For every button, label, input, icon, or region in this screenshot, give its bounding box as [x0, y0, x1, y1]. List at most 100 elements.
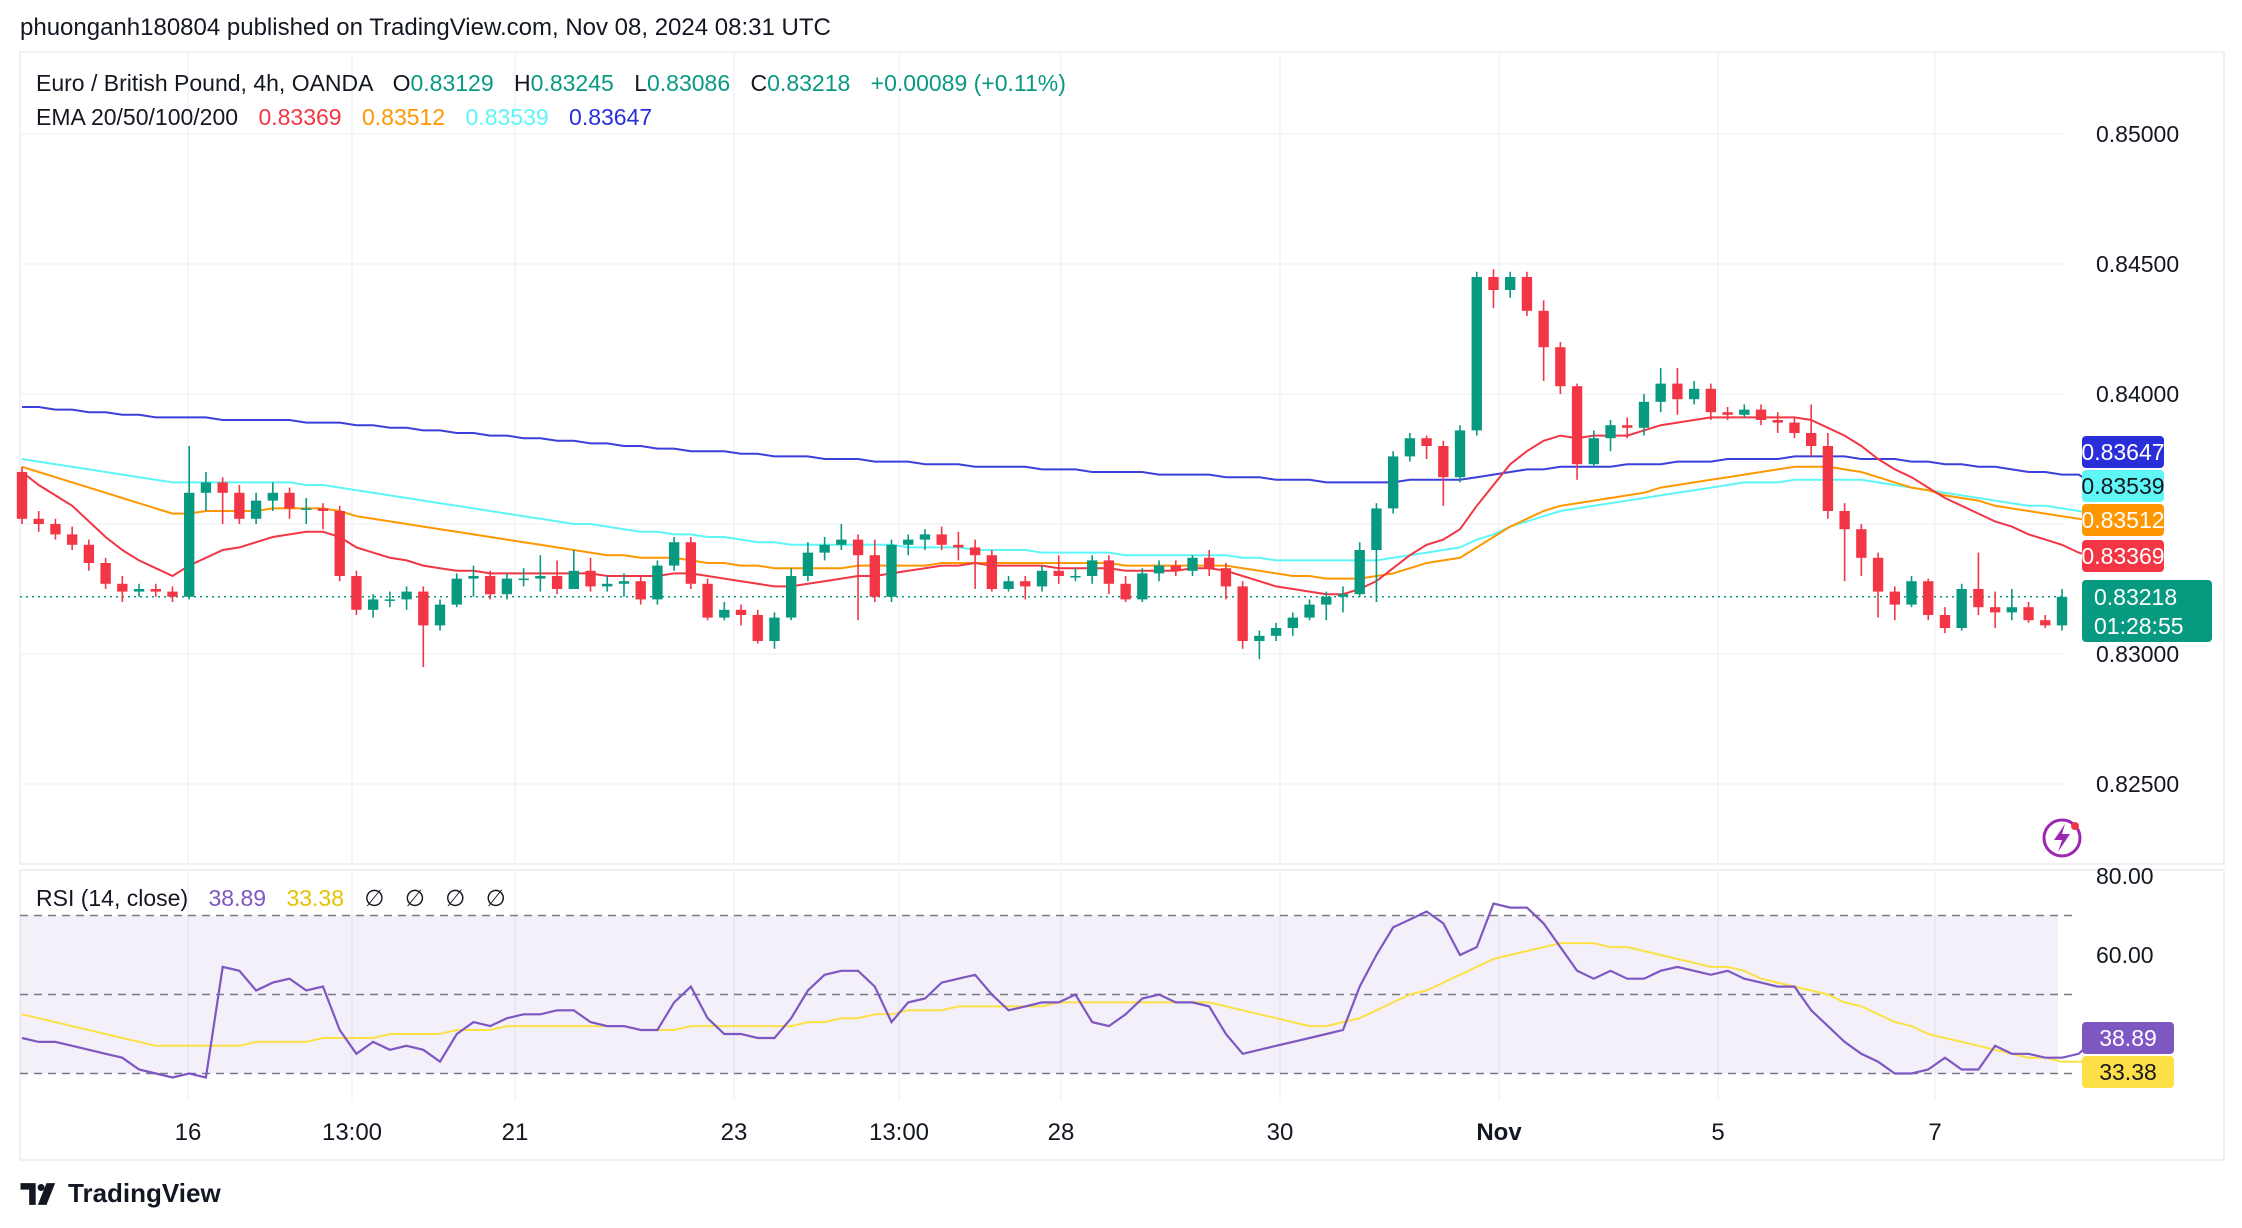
close-label: C: [750, 70, 768, 96]
candle-body: [1973, 589, 1984, 608]
candle-body: [953, 544, 964, 548]
candle-body: [1170, 565, 1181, 571]
close-value: 0.83218: [767, 70, 851, 96]
candle-body: [485, 576, 496, 595]
main-panel-frame: [19, 51, 2225, 865]
candle-body: [1739, 409, 1750, 415]
candle-body: [936, 534, 947, 545]
candle-body: [1137, 573, 1148, 600]
time-tick-label: 13:00: [322, 1119, 382, 1146]
candle-body: [802, 552, 814, 576]
price-tick-label: 0.84500: [2096, 251, 2179, 277]
candle-body: [184, 492, 195, 597]
candle-body: [1839, 511, 1850, 530]
candle-body: [1220, 568, 1232, 587]
candle-body: [1521, 277, 1533, 311]
time-tick-label: 7: [1928, 1119, 1941, 1146]
price-tick-label: 0.84000: [2096, 381, 2179, 407]
candle-body: [150, 589, 161, 592]
candle-body: [1337, 594, 1349, 597]
candle-body: [334, 511, 345, 576]
candles: [16, 269, 2068, 667]
candle-body: [33, 518, 44, 524]
notification-dot: [2071, 822, 2079, 830]
lightning-icon-bolt: [2054, 824, 2070, 852]
rsi-label[interactable]: RSI (14, close): [36, 885, 189, 911]
symbol-name[interactable]: Euro / British Pound, 4h, OANDA: [36, 70, 373, 96]
candle-body: [501, 578, 513, 595]
candle-body: [551, 576, 563, 589]
rsi-tick-label: 80.00: [2096, 863, 2154, 889]
candle-body: [367, 599, 379, 610]
empty-value-3: ∅: [445, 885, 466, 911]
rsi-panel-frame: [19, 869, 2225, 1161]
rsi-tick-label: 60.00: [2096, 942, 2154, 968]
candle-body: [234, 492, 245, 519]
open-value: 0.83129: [410, 70, 494, 96]
candle-body: [518, 578, 529, 581]
time-tick-label: 21: [502, 1119, 529, 1146]
candle-body: [1153, 565, 1165, 574]
candle-body: [401, 591, 412, 600]
rsi-ma-label: 33.38: [2099, 1059, 2157, 1085]
candle-body: [1956, 589, 1967, 628]
candle-body: [752, 615, 763, 641]
empty-value-4: ∅: [485, 885, 506, 911]
ema-legend: EMA 20/50/100/200 0.83369 0.83512 0.8353…: [36, 104, 652, 131]
candle-body: [434, 604, 446, 626]
candle-body: [1772, 420, 1783, 423]
candle-body: [117, 583, 128, 592]
high-value: 0.83245: [530, 70, 614, 96]
candle-body: [852, 539, 864, 556]
candle-body: [919, 534, 931, 540]
candle-body: [1989, 607, 2001, 613]
candle-body: [1638, 401, 1650, 428]
candle-body: [1939, 615, 1951, 628]
symbol-legend: Euro / British Pound, 4h, OANDA O0.83129…: [36, 70, 1066, 97]
candle-body: [451, 578, 462, 605]
low-value: 0.83086: [646, 70, 731, 96]
candle-body: [886, 544, 897, 597]
candle-body: [1070, 576, 1081, 578]
candle-body: [384, 599, 396, 601]
candle-body: [1204, 557, 1215, 569]
candle-body: [652, 565, 663, 600]
candle-body: [735, 609, 747, 615]
ema20-price-label-bg: [2082, 540, 2164, 572]
candle-body: [702, 583, 713, 618]
candle-body: [585, 570, 596, 587]
high-label: H: [514, 70, 531, 96]
change-value: +0.00089 (+0.11%): [870, 70, 1066, 96]
grid: [19, 51, 2225, 1161]
candle-body: [1270, 628, 1282, 636]
ema100-value: 0.83539: [465, 104, 549, 130]
candle-body: [1488, 277, 1499, 290]
candle-body: [1555, 347, 1566, 387]
rsi-ma-label-bg: [2082, 1056, 2174, 1088]
candle-body: [1454, 430, 1466, 478]
candle-body: [1789, 422, 1800, 433]
candle-body: [1605, 425, 1616, 439]
candle-body: [602, 583, 613, 587]
candle-body: [2006, 607, 2018, 613]
last-price-label: 0.83218: [2094, 584, 2177, 610]
low-label: L: [634, 70, 647, 96]
candle-body: [1705, 388, 1717, 413]
candle-body: [317, 508, 329, 511]
candle-body: [769, 617, 780, 641]
candle-body: [1387, 456, 1399, 509]
ema100-price-label-bg: [2082, 470, 2164, 502]
candle-body: [1805, 433, 1817, 446]
candle-body: [1622, 425, 1633, 428]
candle-body: [301, 508, 312, 510]
candle-body: [568, 570, 579, 589]
candle-body: [903, 539, 914, 545]
candle-body: [1371, 508, 1382, 550]
time-tick-label: 30: [1267, 1119, 1294, 1146]
tradingview-footer[interactable]: TradingView: [20, 1178, 221, 1209]
candle-body: [1404, 438, 1416, 457]
open-label: O: [392, 70, 411, 96]
ema-label[interactable]: EMA 20/50/100/200: [36, 104, 239, 130]
candle-body: [785, 576, 797, 618]
